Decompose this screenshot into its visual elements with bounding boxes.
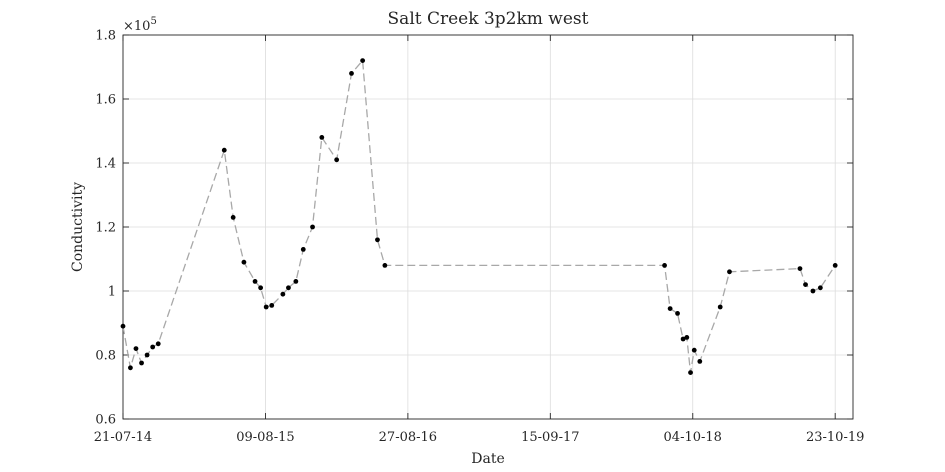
chart-title: Salt Creek 3p2km west [388,9,589,29]
data-point [697,359,703,364]
data-point [727,269,732,275]
series-line [122,59,836,373]
grid [122,34,853,420]
data-point [150,344,156,350]
data-point [817,285,823,291]
y-axis-label: Conductivity [70,182,86,272]
data-point [810,288,816,294]
data-point [155,341,161,347]
data-point [263,304,269,310]
data-series [120,58,838,375]
data-point [120,323,126,329]
data-point [258,285,264,291]
y-tick-label: 0.8 [95,349,116,364]
axis-ticks: 21-07-14 09-08-15 27-08-16 15-09-17 04-10-18… [94,29,865,446]
data-point [691,347,697,353]
data-point [144,352,150,358]
data-point [221,147,227,153]
data-point [310,224,315,230]
data-point [675,311,680,316]
y-tick-label: 1 [108,285,116,300]
y-tick-label: 1.6 [95,93,116,108]
data-point [139,360,144,366]
data-point [133,346,139,351]
data-point [286,285,291,291]
data-point [319,135,325,140]
data-point [293,279,299,284]
y-tick-label: 1.4 [95,157,116,172]
data-point [241,259,247,265]
x-tick-label: 27-08-16 [379,430,437,445]
y-exponent-base: ×10 [123,19,150,34]
x-tick-label: 09-08-15 [236,430,294,445]
data-point [680,336,686,342]
y-tick-label: 0.6 [95,413,116,428]
data-point [349,71,354,76]
x-tick-label: 15-09-17 [521,430,579,445]
data-point [832,263,838,268]
data-point [300,247,306,252]
data-point [128,365,133,371]
data-point [667,306,673,311]
data-point [797,266,803,271]
x-tick-label: 04-10-18 [664,430,722,445]
data-point [717,304,723,310]
x-tick-label: 21-07-14 [94,430,152,445]
data-point [803,282,808,287]
y-axis-exponent: ×105 [123,16,157,34]
data-point [360,58,366,63]
data-point [334,157,340,163]
data-point [269,303,275,308]
y-tick-label: 1.2 [95,221,116,236]
data-point [230,215,236,220]
x-axis-label: Date [471,451,504,467]
data-point [662,263,667,268]
x-tick-label: 23-10-19 [806,430,864,445]
data-point [280,291,286,297]
data-point [688,370,693,375]
data-point [684,335,690,340]
data-point [382,263,388,268]
data-point [252,279,258,284]
y-tick-label: 1.8 [95,29,116,44]
data-point [375,237,380,243]
y-exponent-power: 5 [150,16,156,27]
